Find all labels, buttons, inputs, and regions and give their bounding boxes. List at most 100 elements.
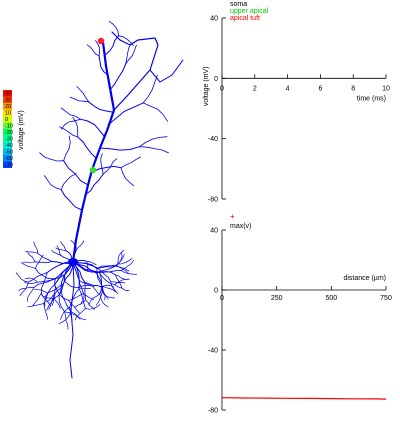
dendrite-branch [139,136,168,148]
dendrite-branch [115,264,129,274]
dendrite-branch [54,284,69,301]
dendrite-branch [85,304,101,310]
dendrite-branch [37,278,56,283]
dendrite-branch [86,260,89,272]
dendrite-branch [25,251,38,254]
dendrite-branch [79,118,105,137]
dendrite-branch [39,152,64,162]
dendrite-branch [69,261,75,379]
x-tick-label: 250 [271,295,283,302]
dendrite-branch [125,44,137,65]
dendrite-branch [54,280,65,295]
colorbar-swatch [3,116,12,123]
y-tick-label: 40 [210,16,218,23]
dendrite-branch [110,281,119,295]
dendrite-branch [74,308,86,321]
dendrite-branch [27,303,45,308]
colorbar-swatch [3,135,12,142]
dendrite-branch [142,102,169,122]
series-line [221,397,387,400]
voltage-distance-chart: 40 0 -40 -80 0 250 500 750 distance (µm) + max(v) [208,212,392,415]
dendrite-branch [48,296,54,310]
dendrite-branch [37,252,52,262]
x-tick-label: 750 [380,295,392,302]
x-tick-label: 0 [220,85,224,92]
dendrite-branch [60,118,81,130]
dendrite-branch [59,126,79,138]
dendrite-branch [83,293,94,300]
dendrite-branch [27,252,36,263]
dendrite-branch [47,283,64,294]
dendrite-branch [120,156,142,169]
dendrite-branch [99,272,102,295]
colorbar-label: voltage (mV) [18,110,25,150]
dendrite-branch [69,288,80,308]
dendrite-branch [114,284,130,291]
dendrite-branch [78,280,94,287]
dendrite-branch [19,281,29,296]
dendrite-branch [24,277,38,283]
dendrite-branch [63,280,79,288]
colorbar-tick-label: 40 [5,91,11,97]
colorbar-tick-label: 20 [5,104,11,110]
dendrite-branch [72,261,101,274]
dendrite-branch [84,173,104,196]
colorbar-tick-label: 10 [5,111,11,117]
dendrite-branch [58,310,71,325]
colorbar-swatch [3,161,12,168]
dendrite-branch [68,300,80,314]
dendrite-branch [43,303,49,320]
dendrite-branch [98,55,109,76]
dendrite-branch [76,86,90,103]
dendrite-branch [120,167,135,187]
y-tick-label: -40 [208,348,218,355]
dendrite-branch [53,296,61,309]
dendrite-branch [85,299,96,310]
colorbar-swatch [3,122,12,129]
colorbar-swatch [3,155,12,162]
dendrite-branch [60,289,71,312]
legend-entry: soma [230,1,247,8]
dendrite-branch [80,293,85,305]
legend-entry: apical tuft [230,15,260,22]
colorbar-tick-label: -10 [5,124,13,130]
dendrite-branch [98,271,115,286]
colorbar-tick-label: 0 [5,117,8,123]
dendrite-branch [41,272,48,294]
dendrite-branch [23,281,38,284]
dendrite-branch [70,240,78,250]
x-tick-label: 6 [318,85,322,92]
dendrite-branch [69,96,90,103]
dendrite-branch [32,292,42,307]
dendrite-branch [114,274,130,280]
dendrite-branch [86,44,100,57]
dendrite-branch [107,102,144,126]
y-tick-label: 0 [214,288,218,295]
y-axis-label: voltage (mV) [203,66,210,106]
dendrite-branch [34,288,48,294]
dendrite-branch [101,291,116,299]
colorbar-tick-label: -40 [5,143,13,149]
apical-tuft-marker [97,37,105,45]
dendrite-branch [104,35,120,56]
dendrite-branch [26,287,35,302]
dendrite-branch [78,288,86,309]
legend-marker: + [230,212,235,221]
dendrite-branch [97,264,117,269]
colorbar-swatch [3,103,12,110]
dendrite-branch [84,281,86,301]
colorbar-swatch [3,148,12,155]
dendrite-branch [99,146,140,151]
dendrite-branch [63,160,89,186]
dendrite-branch [20,262,36,269]
dendrite-branch [102,286,116,293]
dendrite-branch [35,268,54,280]
upper-apical-marker [89,166,97,174]
dendrite-branch [15,272,29,283]
dendrite-branch [78,284,91,288]
colorbar-swatch [3,142,12,149]
y-tick-label: -80 [208,197,218,204]
dendrite-branch [60,241,67,251]
colorbar-swatch [3,109,12,116]
dendrite-branch [95,291,103,306]
